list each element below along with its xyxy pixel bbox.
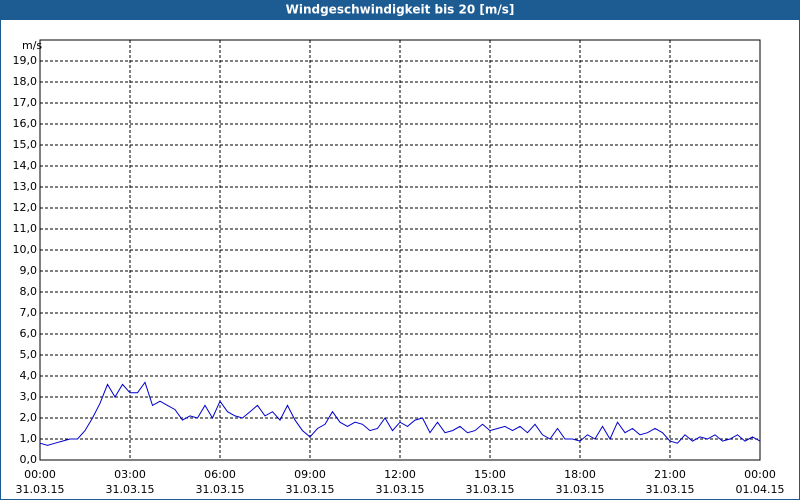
x-tick-date: 31.03.15 [286, 483, 335, 496]
x-tick-label: 21:00 [654, 468, 686, 481]
x-tick-date: 31.03.15 [466, 483, 515, 496]
x-tick-label: 12:00 [384, 468, 416, 481]
y-tick-label: 11,0 [13, 222, 38, 235]
y-tick-label: 7,0 [20, 306, 38, 319]
plot-frame [39, 39, 761, 461]
x-tick-date: 31.03.15 [646, 483, 695, 496]
y-tick-label: 5,0 [20, 348, 38, 361]
title-bar [0, 0, 800, 20]
y-tick-label: 9,0 [20, 264, 38, 277]
x-tick-date: 31.03.15 [16, 483, 65, 496]
x-tick-label: 06:00 [204, 468, 236, 481]
y-tick-label: 14,0 [13, 159, 38, 172]
y-tick-label: 6,0 [20, 327, 38, 340]
y-tick-label: 13,0 [13, 180, 38, 193]
y-tick-label: 0,0 [20, 453, 38, 466]
x-tick-label: 09:00 [294, 468, 326, 481]
x-tick-label: 00:00 [744, 468, 776, 481]
x-tick-date: 01.04.15 [736, 483, 785, 496]
x-tick-label: 00:00 [24, 468, 56, 481]
y-tick-label: 2,0 [20, 411, 38, 424]
y-tick-label: 19,0 [13, 54, 38, 67]
x-tick-label: 03:00 [114, 468, 146, 481]
y-tick-label: 1,0 [20, 432, 38, 445]
y-tick-label: 4,0 [20, 369, 38, 382]
y-tick-label: 18,0 [13, 75, 38, 88]
x-tick-label: 18:00 [564, 468, 596, 481]
x-tick-date: 31.03.15 [556, 483, 605, 496]
y-tick-label: 10,0 [13, 243, 38, 256]
data-line [39, 381, 761, 446]
y-tick-label: 12,0 [13, 201, 38, 214]
x-tick-date: 31.03.15 [376, 483, 425, 496]
x-tick-date: 31.03.15 [106, 483, 155, 496]
chart-title: Windgeschwindigkeit bis 20 [m/s] [286, 3, 515, 17]
y-tick-label: 17,0 [13, 96, 38, 109]
y-tick-label: 3,0 [20, 390, 38, 403]
x-tick-label: 15:00 [474, 468, 506, 481]
y-axis-label: m/s [22, 39, 42, 52]
y-tick-label: 8,0 [20, 285, 38, 298]
y-tick-label: 16,0 [13, 117, 38, 130]
y-tick-label: 15,0 [13, 138, 38, 151]
x-tick-date: 31.03.15 [196, 483, 245, 496]
